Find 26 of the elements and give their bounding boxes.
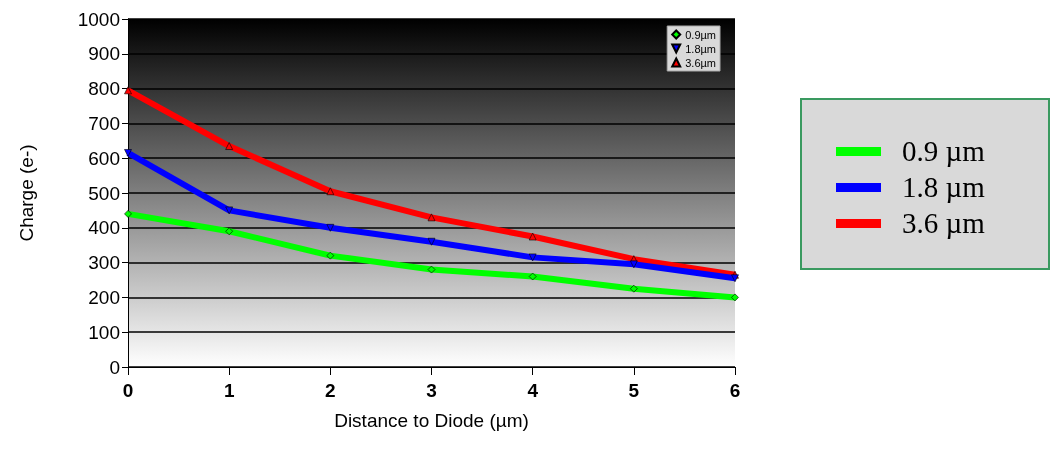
legend-label: 1.8µm bbox=[685, 42, 716, 55]
legend-label: 0.9µm bbox=[685, 28, 716, 41]
y-tick-label: 0 bbox=[109, 356, 120, 378]
y-tick-label: 800 bbox=[88, 78, 120, 100]
y-tick-label: 100 bbox=[88, 321, 120, 343]
y-tick-label: 1000 bbox=[77, 8, 120, 30]
y-tick-label: 600 bbox=[88, 147, 120, 169]
y-axis-title: Charge (e-) bbox=[16, 144, 37, 242]
text: 3.6 µm bbox=[902, 206, 985, 240]
y-tick-label: 300 bbox=[88, 252, 120, 274]
x-axis-title: Distance to Diode (µm) bbox=[334, 410, 529, 431]
x-tick-label: 6 bbox=[729, 380, 741, 401]
x-tick-label: 4 bbox=[527, 380, 539, 401]
y-tick-label: 700 bbox=[88, 112, 120, 134]
x-tick-label: 5 bbox=[628, 380, 640, 401]
y-tick-label: 200 bbox=[88, 286, 120, 308]
x-tick-label: 3 bbox=[426, 380, 437, 401]
y-tick-label: 900 bbox=[88, 43, 120, 65]
y-tick-label: 500 bbox=[88, 182, 120, 204]
x-tick-label: 1 bbox=[223, 380, 235, 401]
text: 0.9 µm bbox=[902, 134, 985, 168]
x-tick-label: 0 bbox=[122, 380, 134, 401]
y-tick-label: 400 bbox=[88, 217, 120, 239]
legend-label: 3.6µm bbox=[685, 56, 716, 69]
x-tick-label: 2 bbox=[325, 380, 336, 401]
text: 1.8 µm bbox=[902, 170, 985, 204]
